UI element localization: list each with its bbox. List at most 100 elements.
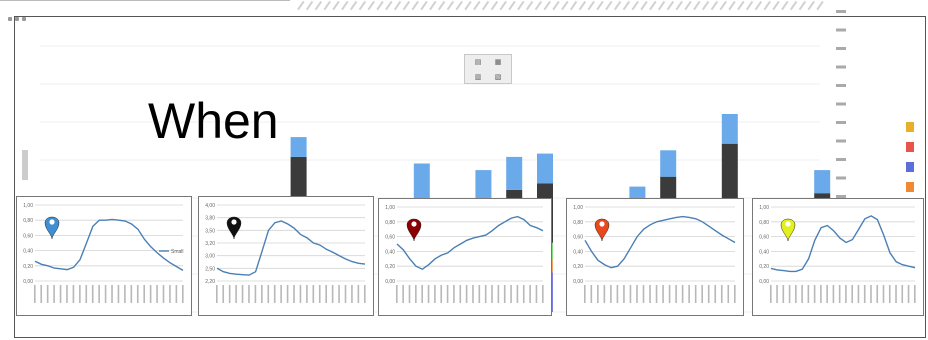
x-tick-label xyxy=(351,285,353,303)
column-header-tick xyxy=(710,0,719,11)
x-tick-label xyxy=(584,285,586,303)
mini-line-chart: 2,20 2,50 3,00 3,20 3,50 3,80 4,00 xyxy=(198,196,374,316)
x-tick-label xyxy=(788,285,791,303)
x-tick-label xyxy=(130,285,133,303)
x-tick-label xyxy=(254,285,257,303)
y-tick-label: 3,00 xyxy=(205,254,215,260)
y-tick-label: 0,40 xyxy=(23,249,33,255)
x-tick-label xyxy=(907,285,910,303)
column-header-tick xyxy=(429,0,437,11)
bar-segment xyxy=(475,170,492,204)
x-tick-label xyxy=(216,285,218,303)
column-header-tick xyxy=(393,0,402,11)
x-tick-label xyxy=(273,285,276,303)
column-header-tick xyxy=(508,0,516,11)
x-tick-label xyxy=(478,285,481,303)
x-tick-label xyxy=(459,285,462,303)
y-tick-label: 0,00 xyxy=(759,279,769,285)
column-header-tick xyxy=(358,0,367,11)
x-tick-label xyxy=(642,285,645,303)
x-tick-label xyxy=(325,285,327,303)
bar-segment xyxy=(537,153,553,184)
x-tick-label xyxy=(338,285,340,303)
headline: When xyxy=(148,93,279,149)
column-header-tick xyxy=(385,0,393,11)
x-tick-label xyxy=(312,285,315,303)
right-axis-tick xyxy=(836,139,846,143)
column-header-tick xyxy=(481,0,490,11)
column-header-tick xyxy=(402,0,411,11)
x-tick-label xyxy=(882,285,885,303)
x-tick-label xyxy=(623,285,625,303)
column-header-tick xyxy=(622,0,631,11)
x-tick-label xyxy=(782,285,785,303)
column-header-tick xyxy=(473,0,481,11)
column-header-tick xyxy=(596,0,604,11)
y-tick-label: 0,60 xyxy=(573,235,583,241)
x-tick-label xyxy=(280,285,282,303)
y-tick-label: 0,60 xyxy=(385,235,395,241)
pin-shape xyxy=(594,218,610,242)
x-tick-label xyxy=(156,285,158,303)
column-header-tick xyxy=(631,0,639,11)
x-tick-label xyxy=(845,285,847,303)
column-header-tick xyxy=(420,0,428,11)
column-header-tick xyxy=(561,0,569,11)
series-line xyxy=(216,220,366,276)
x-tick-label xyxy=(662,285,664,303)
x-tick-label xyxy=(813,285,816,303)
column-header-tick xyxy=(693,0,701,11)
x-tick-label xyxy=(182,285,184,303)
x-tick-label xyxy=(503,285,506,303)
x-tick-label xyxy=(636,285,638,303)
column-header-tick xyxy=(701,0,710,11)
column-header-tick xyxy=(649,0,657,11)
x-tick-label xyxy=(668,285,671,303)
column-header-tick xyxy=(490,0,499,11)
x-tick-label xyxy=(770,285,772,303)
column-header-tick xyxy=(613,0,622,11)
x-tick-label xyxy=(66,285,68,303)
right-axis-tick xyxy=(836,195,846,198)
legend-swatch xyxy=(906,182,914,192)
x-tick-label xyxy=(79,285,81,303)
y-axis-label xyxy=(22,150,28,180)
y-tick-label: 0,20 xyxy=(23,264,33,270)
x-tick-label xyxy=(675,285,677,303)
x-tick-label xyxy=(529,285,531,303)
x-tick-label xyxy=(72,285,75,303)
right-axis-tick xyxy=(836,102,846,106)
x-tick-label xyxy=(117,285,120,303)
y-tick-label: 0,80 xyxy=(23,218,33,224)
x-tick-label xyxy=(681,285,684,303)
column-header-tick xyxy=(367,0,375,11)
x-tick-label xyxy=(357,285,360,303)
right-axis-tick xyxy=(836,158,846,161)
map-pin-icon xyxy=(780,218,796,242)
x-tick-label xyxy=(795,285,797,303)
column-header-tick xyxy=(411,0,419,11)
pin-shape xyxy=(44,216,60,240)
chart-control-widget[interactable]: ▤ ▦ ▥ ▧ xyxy=(464,54,512,84)
column-header-tick xyxy=(719,0,727,11)
y-tick-label: 3,50 xyxy=(205,228,215,234)
column-header-tick xyxy=(376,0,384,11)
x-tick-label xyxy=(53,285,55,303)
window-dots-icon xyxy=(8,8,34,21)
map-pin-icon xyxy=(44,216,60,240)
y-tick-label: 0,00 xyxy=(573,279,583,285)
mini-chart-svg: 0,00 0,20 0,40 0,60 0,80 1,00 xyxy=(385,205,544,303)
map-pin-icon xyxy=(226,216,242,240)
x-tick-label xyxy=(734,285,736,303)
mini-line-chart: 0,00 0,20 0,40 0,60 0,80 1,00 xyxy=(378,198,552,316)
mini-chart-svg: 2,20 2,50 3,00 3,20 3,50 3,80 4,00 xyxy=(205,203,366,303)
column-header-tick xyxy=(684,0,692,11)
x-tick-label xyxy=(241,285,244,303)
legend-swatch xyxy=(906,162,914,172)
x-tick-label xyxy=(136,285,139,303)
series-line xyxy=(34,218,184,272)
pin-dot xyxy=(231,219,237,225)
pin-dot xyxy=(599,221,605,227)
x-tick-label xyxy=(603,285,606,303)
mini-line-chart: 0,00 0,20 0,40 0,60 0,80 1,00 xyxy=(566,198,744,316)
